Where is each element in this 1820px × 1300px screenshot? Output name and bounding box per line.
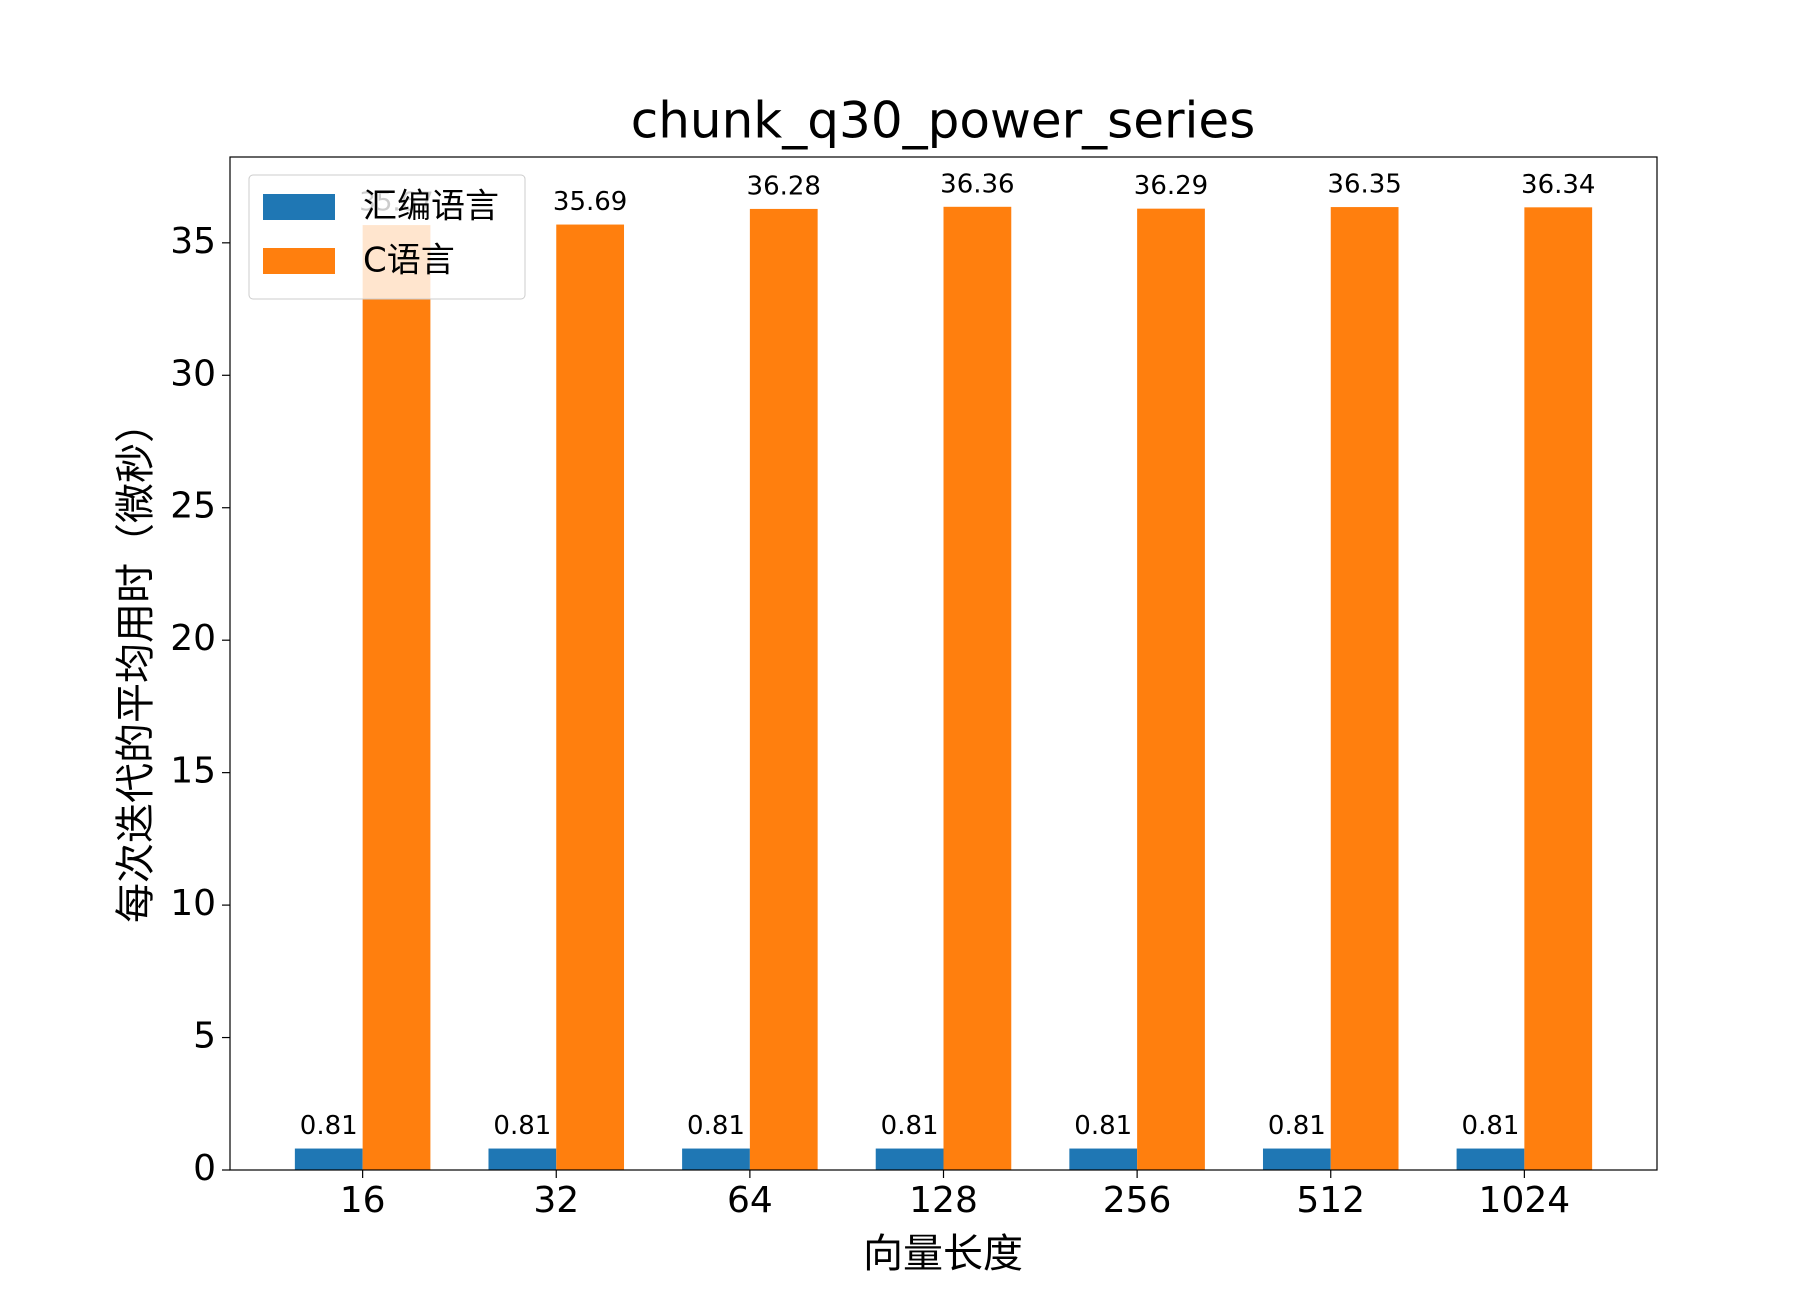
x-tick-label: 128 xyxy=(909,1180,978,1221)
bar xyxy=(1330,207,1399,1170)
x-tick-label: 16 xyxy=(340,1180,386,1221)
bar xyxy=(556,224,625,1170)
y-tick-label: 20 xyxy=(170,618,216,659)
bar xyxy=(362,225,431,1170)
bar xyxy=(943,206,1012,1170)
x-tick-label: 1024 xyxy=(1479,1180,1571,1221)
x-tick-label: 32 xyxy=(533,1180,579,1221)
bar xyxy=(1137,208,1205,1171)
value-label: 0.81 xyxy=(1462,1111,1520,1141)
y-tick-label: 15 xyxy=(170,751,216,792)
bar xyxy=(1069,1148,1138,1170)
y-tick-label: 5 xyxy=(193,1016,216,1057)
bar xyxy=(749,208,818,1170)
y-tick-label: 0 xyxy=(193,1148,216,1189)
bar xyxy=(1262,1148,1331,1170)
y-axis-label: 每次迭代的平均用时（微秒） xyxy=(113,403,159,923)
value-label: 36.36 xyxy=(940,169,1014,199)
plot-frame xyxy=(229,156,1658,1171)
value-label: 0.81 xyxy=(687,1111,745,1141)
legend-label: 汇编语言 xyxy=(363,187,499,227)
bar xyxy=(682,1148,750,1170)
value-label: 0.81 xyxy=(1074,1111,1132,1141)
value-label: 0.81 xyxy=(493,1111,551,1141)
value-label: 36.28 xyxy=(747,171,821,201)
bar xyxy=(294,1148,363,1170)
y-tick-label: 35 xyxy=(170,221,216,262)
value-label: 0.81 xyxy=(881,1111,939,1141)
x-tick-label: 256 xyxy=(1103,1180,1172,1221)
value-label: 36.34 xyxy=(1521,170,1595,200)
value-label: 35.69 xyxy=(553,187,627,217)
x-axis-label: 向量长度 xyxy=(863,1231,1023,1277)
x-tick-label: 512 xyxy=(1296,1180,1365,1221)
legend-swatch xyxy=(263,194,335,220)
bar xyxy=(1524,207,1593,1171)
legend-label: C语言 xyxy=(363,241,455,281)
legend-swatch xyxy=(263,248,335,274)
value-label: 36.29 xyxy=(1134,171,1208,201)
y-tick-label: 10 xyxy=(170,883,216,924)
value-label: 36.35 xyxy=(1327,170,1401,200)
y-tick-label: 25 xyxy=(170,486,216,527)
bar xyxy=(875,1148,944,1170)
y-tick-label: 30 xyxy=(170,353,216,394)
bar xyxy=(1456,1148,1525,1170)
bar xyxy=(488,1148,557,1170)
value-label: 0.81 xyxy=(1268,1111,1326,1141)
x-tick-label: 64 xyxy=(727,1180,773,1221)
value-label: 0.81 xyxy=(300,1111,358,1141)
chart-title: chunk_q30_power_series xyxy=(631,92,1256,150)
